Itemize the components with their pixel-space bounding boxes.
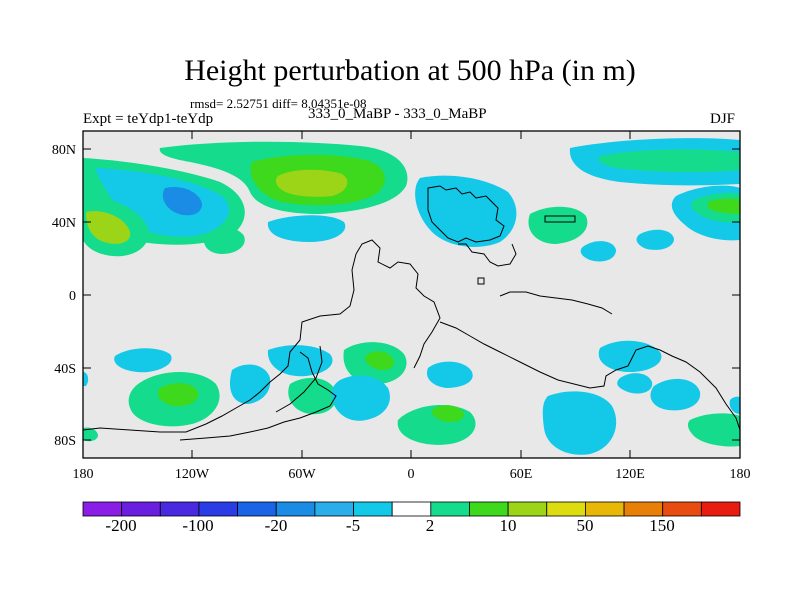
colorbar-label-7: 150 — [649, 516, 675, 535]
y-label-0: 0 — [69, 289, 76, 304]
colorbar-swatch-12 — [546, 501, 586, 517]
colorbar-swatch-14 — [623, 501, 664, 517]
contour-lime-sw — [157, 383, 199, 407]
x-label-60e: 60E — [510, 467, 533, 482]
contour-cyan-se — [542, 391, 617, 455]
contour-cyan-sw — [114, 348, 172, 373]
season-label: DJF — [710, 111, 736, 127]
x-label-60w: 60W — [288, 467, 316, 482]
coastline-small — [477, 277, 485, 285]
coastlines — [83, 185, 740, 441]
colorbar-swatch-4 — [237, 501, 277, 517]
coastline-pangaea — [355, 239, 441, 369]
colorbar-swatch-10 — [469, 501, 509, 517]
colorbar-label-3: -5 — [346, 516, 360, 535]
colorbar-swatch-15 — [662, 501, 702, 517]
contour-lgreen-scs — [432, 405, 464, 422]
x-ticks — [191, 131, 631, 458]
figure-title: Height perturbation at 500 hPa (in m) — [184, 54, 636, 87]
colorbar-swatch-8 — [391, 501, 432, 517]
coastline-east-b — [499, 291, 613, 315]
x-label-120w: 120W — [175, 467, 210, 482]
colorbar-swatch-1 — [121, 501, 161, 517]
contour-cyan-sw-edge — [83, 372, 89, 386]
contour-cyan-sw2 — [229, 364, 271, 404]
x-label-180-right: 180 — [730, 467, 751, 482]
contour-lime-ne — [708, 198, 740, 214]
contour-green-nc2 — [203, 228, 245, 254]
coastline-asia — [427, 185, 505, 243]
colorbar-label-6: 50 — [577, 516, 594, 535]
colorbar-label-5: 10 — [500, 516, 517, 535]
colorbar-label-2: -20 — [265, 516, 288, 535]
colorbar-labels: -200 -100 -20 -5 2 10 50 150 — [105, 516, 674, 535]
x-axis-labels: 180 120W 60W 0 60E 120E 180 — [73, 467, 751, 482]
x-label-0: 0 — [408, 467, 415, 482]
coastline-gondwana — [275, 345, 323, 413]
colorbar-swatch-6 — [314, 501, 354, 517]
colorbar — [82, 501, 741, 517]
stats-text: rmsd= 2.52751 diff= 8.04351e-08 — [190, 96, 367, 111]
coastline-east — [439, 321, 740, 431]
contour-cyan-se4 — [650, 378, 701, 411]
colorbar-swatch-7 — [353, 501, 393, 517]
contour-cyan-sc2 — [426, 361, 473, 388]
contour-cyan-sc — [331, 375, 390, 421]
center-label: 333_0_MaBP - 333_0_MaBP — [308, 106, 487, 122]
contour-blue-nw — [162, 186, 202, 216]
contour-cyan-asia3 — [636, 229, 674, 250]
contour-lgreen-sc — [365, 351, 394, 370]
colorbar-swatch-5 — [275, 501, 316, 517]
contour-green-ne — [598, 149, 740, 173]
y-label-40s: 40S — [54, 362, 76, 377]
colorbar-swatch-13 — [585, 501, 625, 517]
coastline-pangaea-west — [83, 253, 357, 433]
colorbar-swatch-11 — [507, 501, 548, 517]
colorbar-swatch-16 — [700, 501, 741, 517]
contour-cyan-asia2 — [580, 241, 616, 262]
colorbar-swatch-2 — [159, 501, 200, 517]
contour-cyan-nc — [267, 215, 346, 242]
experiment-label: Expt = teYdp1-teYdp — [83, 111, 214, 127]
y-axis-labels: 80N 40N 0 40S 80S — [52, 143, 76, 449]
coastline-asia-south — [458, 243, 517, 267]
contour-green-sw3 — [288, 377, 337, 415]
colorbar-swatch-0 — [82, 501, 123, 517]
colorbar-label-4: 2 — [426, 516, 435, 535]
contour-cyan-se3 — [617, 373, 653, 394]
contour-field — [83, 138, 740, 455]
colorbar-swatch-9 — [430, 501, 470, 517]
contour-lime-far-w — [86, 211, 131, 244]
contour-cyan-asia — [415, 175, 517, 247]
colorbar-label-1: -100 — [182, 516, 213, 535]
contour-lime-nc — [275, 169, 348, 197]
contour-cyan-se2 — [598, 340, 662, 372]
y-label-80s: 80S — [54, 434, 76, 449]
coastline-island-1 — [544, 215, 576, 223]
colorbar-swatch-3 — [198, 501, 238, 517]
y-label-40n: 40N — [52, 216, 76, 231]
contour-green-se — [687, 413, 740, 447]
contour-green-sw-edge — [83, 427, 98, 442]
coastline-pangaea-inner — [179, 351, 337, 441]
x-label-180-left: 180 — [73, 467, 94, 482]
colorbar-label-0: -200 — [105, 516, 136, 535]
contour-cyan-se5 — [729, 396, 740, 414]
y-ticks — [83, 148, 740, 441]
contour-cyan-sw3 — [267, 345, 333, 377]
x-label-120e: 120E — [615, 467, 645, 482]
y-label-80n: 80N — [52, 143, 76, 158]
